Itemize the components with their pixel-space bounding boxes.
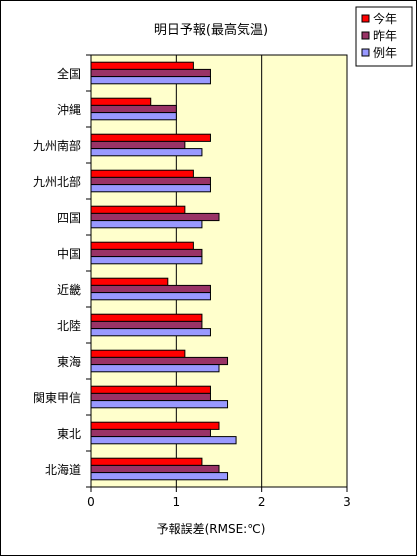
x-tick-label-2: 2 bbox=[258, 495, 266, 509]
bar-昨年-四国 bbox=[90, 212, 220, 222]
bar-例年-北陸 bbox=[90, 328, 211, 337]
x-tick-label-3: 3 bbox=[343, 495, 351, 509]
plot-border bbox=[90, 54, 348, 488]
bar-例年-東海 bbox=[90, 364, 220, 373]
y-tick-label-北陸: 北陸 bbox=[57, 319, 81, 333]
legend-label-昨年: 昨年 bbox=[373, 29, 397, 43]
bar-例年-四国 bbox=[90, 220, 203, 229]
chart-title: 明日予報(最高気温) bbox=[154, 22, 268, 38]
bar-今年-北海道 bbox=[90, 457, 203, 466]
bar-昨年-全国 bbox=[90, 68, 211, 78]
bar-今年-九州南部 bbox=[90, 133, 211, 142]
x-tick-label-0: 0 bbox=[87, 495, 95, 509]
bar-例年-沖縄 bbox=[90, 112, 177, 121]
bar-昨年-関東甲信 bbox=[90, 392, 211, 402]
y-tick-label-九州南部: 九州南部 bbox=[33, 138, 81, 153]
y-tick-label-全国: 全国 bbox=[57, 66, 81, 81]
bar-昨年-九州南部 bbox=[90, 140, 186, 150]
legend-label-今年: 今年 bbox=[373, 11, 397, 26]
bar-例年-全国 bbox=[90, 76, 211, 85]
x-tick-label-1: 1 bbox=[173, 495, 181, 509]
bar-今年-四国 bbox=[90, 205, 186, 214]
y-tick-label-関東甲信: 関東甲信 bbox=[33, 391, 81, 405]
bar-例年-中国 bbox=[90, 256, 203, 265]
y-tick-label-近畿: 近畿 bbox=[57, 283, 81, 297]
legend-swatch-今年 bbox=[361, 14, 370, 23]
y-tick-label-沖縄: 沖縄 bbox=[57, 102, 81, 117]
bar-例年-北海道 bbox=[90, 472, 229, 481]
y-tick-label-中国: 中国 bbox=[57, 246, 81, 261]
bar-昨年-沖縄 bbox=[90, 104, 177, 114]
y-tick-label-九州北部: 九州北部 bbox=[33, 174, 81, 189]
bar-今年-中国 bbox=[90, 241, 194, 250]
y-tick-label-東北: 東北 bbox=[57, 427, 81, 441]
bar-昨年-近畿 bbox=[90, 284, 211, 294]
legend-swatch-昨年 bbox=[361, 31, 370, 40]
bar-今年-東北 bbox=[90, 421, 220, 430]
bar-例年-東北 bbox=[90, 436, 237, 445]
legend-swatch-例年 bbox=[361, 48, 370, 57]
bar-今年-東海 bbox=[90, 349, 186, 358]
bar-今年-北陸 bbox=[90, 313, 203, 322]
bar-例年-関東甲信 bbox=[90, 400, 229, 409]
bar-今年-関東甲信 bbox=[90, 385, 211, 394]
bar-昨年-北海道 bbox=[90, 464, 220, 474]
x-axis-label: 予報誤差(RMSE:℃) bbox=[157, 521, 266, 536]
bar-昨年-北陸 bbox=[90, 320, 203, 330]
bar-今年-沖縄 bbox=[90, 97, 152, 106]
bar-昨年-中国 bbox=[90, 248, 203, 258]
bar-例年-九州南部 bbox=[90, 148, 203, 157]
bar-今年-九州北部 bbox=[90, 169, 194, 178]
plot-background bbox=[91, 55, 347, 487]
bar-昨年-九州北部 bbox=[90, 176, 211, 186]
bar-今年-全国 bbox=[90, 61, 194, 70]
bar-例年-近畿 bbox=[90, 292, 211, 301]
bar-昨年-東北 bbox=[90, 428, 211, 438]
y-tick-label-北海道: 北海道 bbox=[45, 462, 81, 477]
y-tick-label-四国: 四国 bbox=[57, 211, 81, 225]
bar-今年-近畿 bbox=[90, 277, 169, 286]
y-tick-label-東海: 東海 bbox=[57, 354, 81, 369]
bar-例年-九州北部 bbox=[90, 184, 211, 193]
legend-label-例年: 例年 bbox=[373, 46, 397, 60]
bar-昨年-東海 bbox=[90, 356, 229, 366]
